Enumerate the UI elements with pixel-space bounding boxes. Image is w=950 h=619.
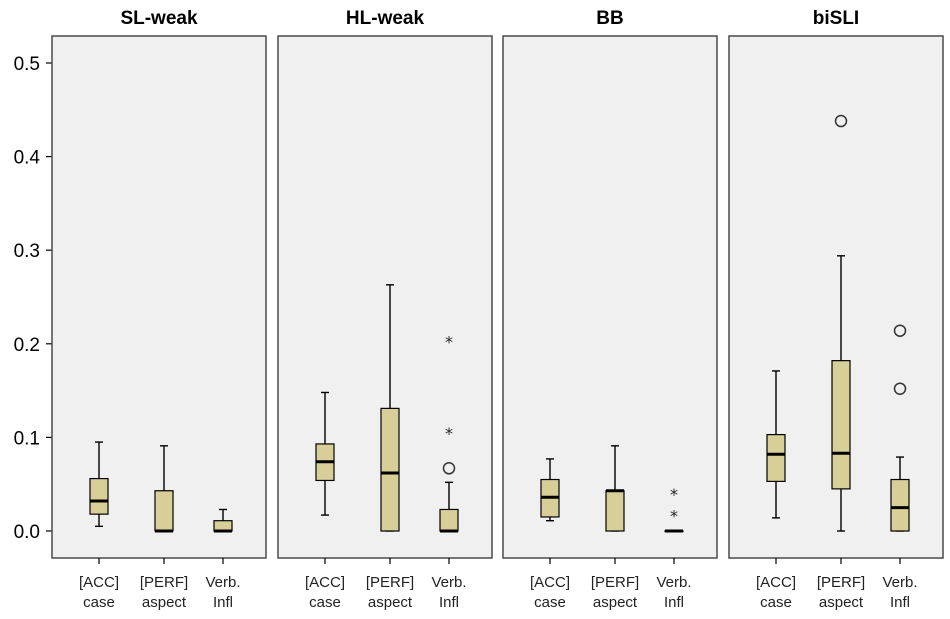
- x-tick-label-line2: aspect: [142, 594, 187, 611]
- x-tick-label-line2: case: [534, 594, 566, 611]
- x-tick-label-line2: Infl: [890, 594, 910, 611]
- panel-background: [51, 35, 267, 559]
- panel-bb: BB [ACC] case [PERF] aspect * * Verb. Infl: [502, 8, 718, 611]
- box-iqr: [154, 490, 174, 532]
- outlier-circle-marker: [893, 324, 907, 337]
- panel-sl-weak: SL-weak [ACC] case [PERF] aspect Verb. Infl: [51, 8, 267, 611]
- panel-background: [502, 35, 718, 559]
- x-tick-label-line1: Verb.: [431, 574, 466, 591]
- panel-bisli: biSLI [ACC] case [PERF] aspect Verb. Infl: [728, 8, 944, 611]
- box-iqr: [213, 520, 233, 532]
- x-tick-label-line1: [PERF]: [817, 574, 865, 591]
- x-tick-label-line1: Verb.: [205, 574, 240, 591]
- outlier-star-marker: *: [670, 485, 678, 504]
- outlier-star-marker: *: [445, 332, 453, 351]
- box-iqr: [89, 477, 109, 515]
- x-tick-label-line1: [ACC]: [756, 574, 796, 591]
- y-tick-label: 0.2: [14, 335, 40, 356]
- panel-hl-weak: HL-weak [ACC] case [PERF] aspect * * Verb. Infl: [277, 8, 493, 611]
- y-tick-label: 0.1: [14, 428, 40, 449]
- x-tick-label-line2: Infl: [213, 594, 233, 611]
- box-iqr: [439, 508, 459, 532]
- outlier-circle-marker: [834, 114, 848, 128]
- box-iqr: [890, 478, 910, 532]
- x-tick-label-line1: Verb.: [656, 574, 691, 591]
- x-tick-label-line1: Verb.: [882, 574, 917, 591]
- y-tick-label: 0.0: [14, 522, 40, 543]
- y-tick-label: 0.5: [14, 54, 40, 75]
- x-tick-label-line2: case: [309, 594, 341, 611]
- x-tick-label-line2: Infl: [439, 594, 459, 611]
- y-tick-label: 0.3: [14, 241, 40, 262]
- panel-title: HL-weak: [346, 8, 425, 29]
- outlier-star-marker: *: [445, 424, 453, 443]
- box-iqr: [766, 433, 786, 482]
- box-iqr: [831, 360, 851, 490]
- panel-title: biSLI: [813, 8, 859, 29]
- x-tick-label-line1: [ACC]: [305, 574, 345, 591]
- box-iqr: [380, 407, 400, 532]
- x-tick-label-line2: Infl: [664, 594, 684, 611]
- outlier-star-marker: *: [670, 506, 678, 525]
- x-tick-label-line1: [PERF]: [366, 574, 414, 591]
- panel-title: SL-weak: [120, 8, 198, 29]
- y-tick-label: 0.4: [14, 148, 41, 169]
- x-tick-label-line2: case: [760, 594, 792, 611]
- x-tick-label-line1: [ACC]: [79, 574, 119, 591]
- outlier-circle-marker: [442, 462, 456, 475]
- x-tick-label-line1: [PERF]: [140, 574, 188, 591]
- box-iqr: [605, 490, 625, 532]
- x-tick-label-line2: aspect: [593, 594, 638, 611]
- x-tick-label-line2: case: [83, 594, 115, 611]
- panel-title: BB: [596, 8, 623, 29]
- x-tick-label-line1: [ACC]: [530, 574, 570, 591]
- x-tick-label-line2: aspect: [819, 594, 864, 611]
- x-tick-label-line2: aspect: [368, 594, 413, 611]
- outlier-circle-marker: [893, 382, 907, 395]
- x-tick-label-line1: [PERF]: [591, 574, 639, 591]
